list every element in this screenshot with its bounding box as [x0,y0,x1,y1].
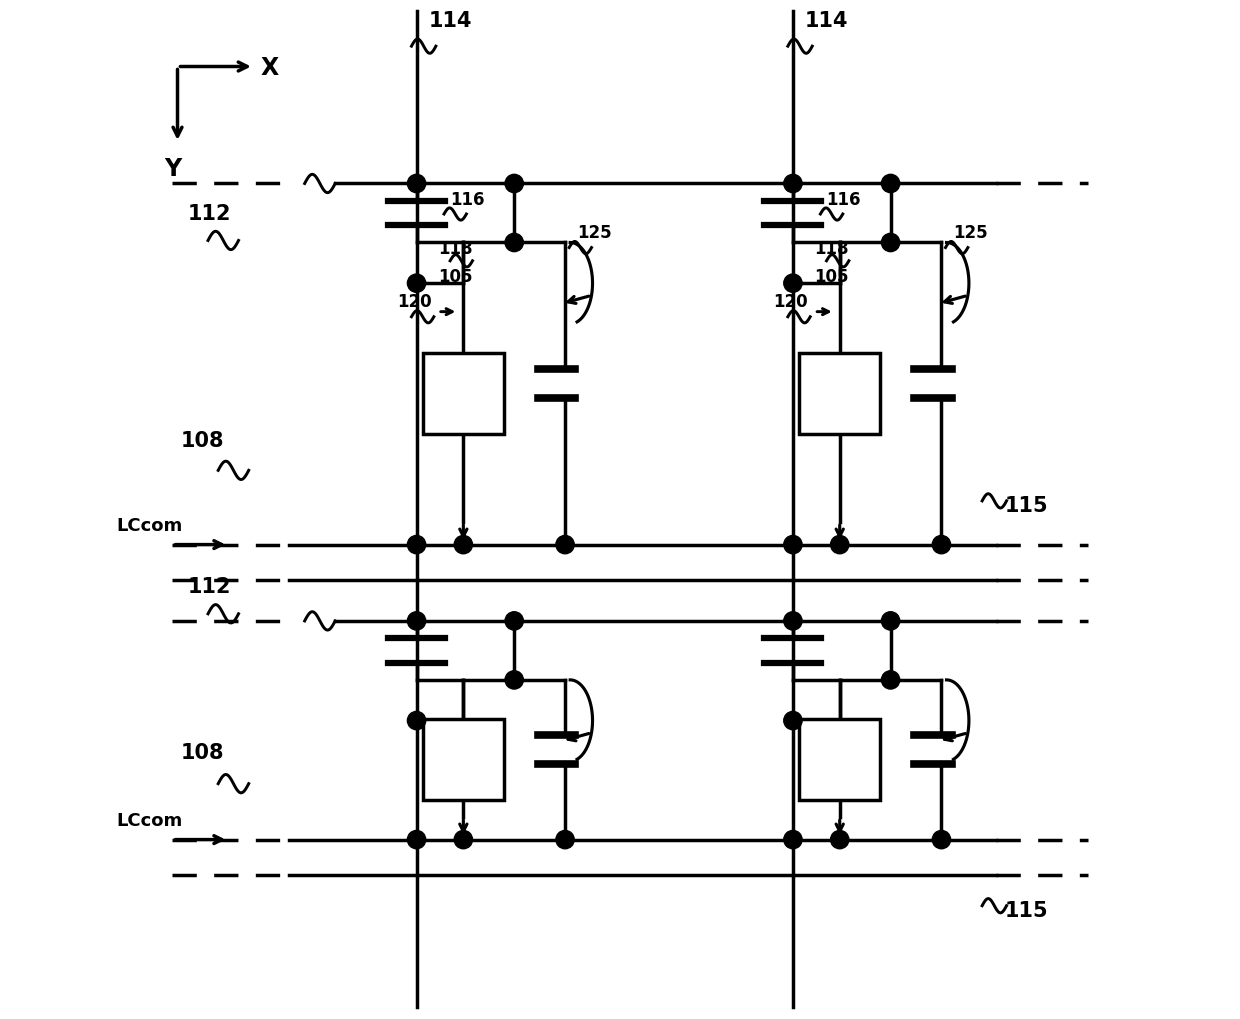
Bar [799,354,880,435]
Bar [423,719,503,801]
Circle shape [505,672,523,690]
Circle shape [882,234,900,253]
Circle shape [831,830,849,849]
Circle shape [505,612,523,631]
Circle shape [882,672,900,690]
Circle shape [408,711,425,730]
Circle shape [932,536,951,554]
Text: LCcom: LCcom [117,811,182,829]
Text: 116: 116 [450,191,485,209]
Circle shape [505,175,523,194]
Bar [799,719,880,801]
Text: 115: 115 [1004,900,1048,920]
Text: 108: 108 [181,430,224,450]
Circle shape [408,536,425,554]
Circle shape [408,275,425,293]
Text: LCcom: LCcom [117,517,182,535]
Circle shape [408,830,425,849]
Text: 108: 108 [181,743,224,762]
Circle shape [505,234,523,253]
Text: 120: 120 [397,292,432,310]
Text: 118: 118 [438,239,472,258]
Bar [423,354,503,435]
Text: X: X [260,55,279,79]
Circle shape [882,175,900,194]
Text: 116: 116 [827,191,861,209]
Text: 114: 114 [429,11,472,31]
Circle shape [784,275,802,293]
Circle shape [831,536,849,554]
Text: 114: 114 [805,11,848,31]
Circle shape [784,711,802,730]
Circle shape [408,612,425,631]
Circle shape [454,536,472,554]
Circle shape [556,830,574,849]
Circle shape [784,612,802,631]
Circle shape [454,830,472,849]
Text: 112: 112 [187,204,231,224]
Text: 105: 105 [438,268,472,286]
Text: 125: 125 [578,224,611,243]
Text: 105: 105 [815,268,849,286]
Text: Y: Y [164,157,181,180]
Text: 125: 125 [954,224,988,243]
Text: 112: 112 [187,577,231,597]
Circle shape [556,536,574,554]
Circle shape [408,175,425,194]
Text: 115: 115 [1004,495,1048,516]
Text: 118: 118 [815,239,849,258]
Circle shape [932,830,951,849]
Circle shape [882,612,900,631]
Text: 120: 120 [774,292,808,310]
Circle shape [784,536,802,554]
Circle shape [784,175,802,194]
Circle shape [784,830,802,849]
